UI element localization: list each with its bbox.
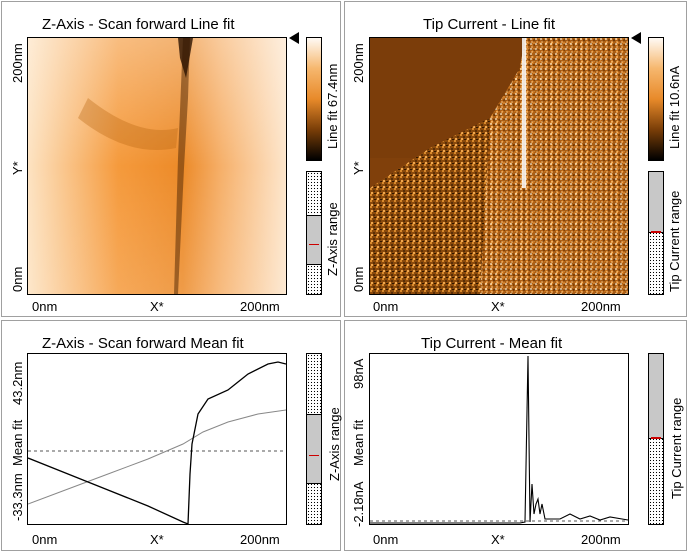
- z-mean-profile-plot[interactable]: [27, 353, 287, 525]
- range-label: Tip Current range: [667, 190, 682, 292]
- z-line-fit-panel: Z-Axis - Scan forward Line fit 200nm Y* …: [1, 1, 341, 317]
- x-axis-title: X*: [491, 532, 505, 547]
- colorbar-label: Line fit 10.6nA: [667, 65, 682, 149]
- colorbar: [648, 37, 664, 161]
- x-axis-title: X*: [150, 299, 164, 314]
- x-axis-left-label: 0nm: [32, 532, 58, 547]
- x-axis-right-label: 200nm: [581, 299, 621, 314]
- range-label: Z-Axis range: [325, 202, 340, 276]
- panel-title: Z-Axis - Scan forward Mean fit: [42, 335, 244, 352]
- range-indicator[interactable]: [306, 353, 322, 525]
- y-axis-top-label: 98nA: [351, 358, 366, 389]
- range-label: Tip Current range: [669, 397, 684, 499]
- y-axis-top-label: 43.2nm: [10, 361, 25, 405]
- y-axis-top-label: 200nm: [351, 43, 366, 83]
- y-axis-bottom-label: 0nm: [351, 266, 366, 292]
- y-axis-top-label: 200nm: [10, 43, 25, 83]
- panel-title: Tip Current - Mean fit: [421, 335, 563, 352]
- tip-current-image[interactable]: [369, 37, 629, 295]
- z-mean-fit-panel: Z-Axis - Scan forward Mean fit 43.2nm Me…: [1, 320, 342, 551]
- z-topography-image[interactable]: [27, 37, 287, 295]
- pointer-arrow-icon: [289, 32, 299, 44]
- y-axis-bottom-label: 0nm: [10, 266, 25, 292]
- tip-mean-profile-plot[interactable]: [369, 353, 629, 525]
- x-axis-left-label: 0nm: [32, 299, 58, 314]
- panel-title: Z-Axis - Scan forward Line fit: [42, 16, 235, 33]
- x-axis-right-label: 200nm: [240, 299, 280, 314]
- range-indicator[interactable]: [306, 171, 322, 295]
- tip-line-fit-panel: Tip Current - Line fit 200nm Y* 0nm: [344, 1, 687, 317]
- y-axis-title: Y*: [10, 161, 25, 175]
- pointer-arrow-icon: [631, 32, 641, 44]
- colorbar-label: Line fit 67.4nm: [325, 63, 340, 149]
- y-axis-title: Y*: [351, 161, 366, 175]
- x-axis-right-label: 200nm: [240, 532, 280, 547]
- x-axis-left-label: 0nm: [373, 532, 399, 547]
- x-axis-title: X*: [491, 299, 505, 314]
- x-axis-right-label: 200nm: [581, 532, 621, 547]
- colorbar: [306, 37, 322, 161]
- panel-title: Tip Current - Line fit: [423, 16, 555, 33]
- range-indicator[interactable]: [648, 171, 664, 295]
- y-axis-title: Mean fit: [351, 419, 366, 466]
- range-label: Z-Axis range: [327, 407, 342, 481]
- x-axis-title: X*: [150, 532, 164, 547]
- range-indicator[interactable]: [648, 353, 664, 525]
- y-axis-title: Mean fit: [10, 419, 25, 466]
- y-axis-bottom-label: -2.18nA: [351, 481, 366, 527]
- tip-mean-fit-panel: Tip Current - Mean fit 98nA Mean fit -2.…: [344, 320, 687, 551]
- x-axis-left-label: 0nm: [373, 299, 399, 314]
- y-axis-bottom-label: -33.3nm: [10, 473, 25, 521]
